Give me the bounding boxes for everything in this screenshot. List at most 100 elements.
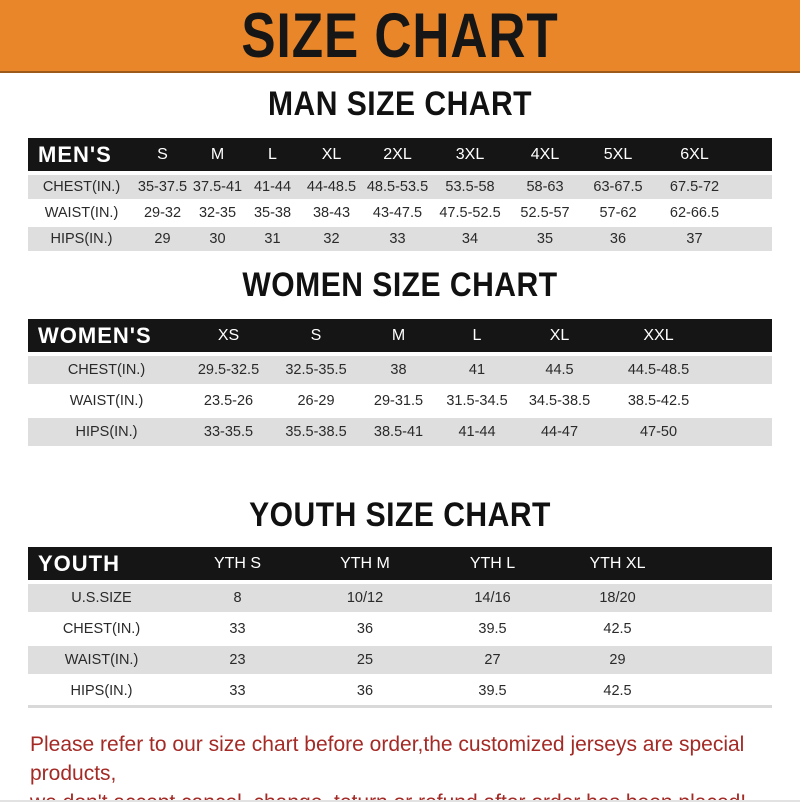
measurement-value: 37.5-41 xyxy=(190,175,245,201)
measurement-value: 52.5-57 xyxy=(508,201,582,227)
measurement-value: 43-47.5 xyxy=(363,201,432,227)
row-spacer xyxy=(735,175,772,201)
measurement-value: 47.5-52.5 xyxy=(432,201,508,227)
measurement-value: 67.5-72 xyxy=(654,175,735,201)
measurement-value: 29-31.5 xyxy=(360,387,437,418)
row-spacer xyxy=(680,615,772,646)
measurement-value: 57-62 xyxy=(582,201,654,227)
measurement-row: WAIST(IN.) 23 25 27 29 xyxy=(28,646,772,677)
row-label: HIPS(IN.) xyxy=(28,227,135,253)
measurement-value: 41 xyxy=(437,356,517,387)
measurement-value: 25 xyxy=(300,646,430,677)
measurement-value: 18/20 xyxy=(555,584,680,615)
table-group-label: WOMEN'S xyxy=(28,319,185,356)
measurement-row: HIPS(IN.) 29 30 31 32 33 34 35 36 37 xyxy=(28,227,772,253)
measurement-value: 34.5-38.5 xyxy=(517,387,602,418)
measurement-value: 41-44 xyxy=(245,175,300,201)
size-header-row: YOUTH YTH S YTH M YTH L YTH XL xyxy=(28,547,772,584)
men-size-table: MEN'S S M L XL 2XL 3XL 4XL 5XL 6XL CHEST(IN.) 35-37… xyxy=(28,138,772,253)
measurement-row: WAIST(IN.) 29-32 32-35 35-38 38-43 43-47.5 47.… xyxy=(28,201,772,227)
measurement-value: 36 xyxy=(300,677,430,708)
measurement-value: 30 xyxy=(190,227,245,253)
row-spacer xyxy=(680,646,772,677)
youth-section-heading: YOUTH SIZE CHART xyxy=(249,494,551,535)
measurement-value: 41-44 xyxy=(437,418,517,449)
page-title: SIZE CHART xyxy=(241,0,559,71)
measurement-value: 35-38 xyxy=(245,201,300,227)
size-column-header: XL xyxy=(300,138,363,175)
size-column-header: XS xyxy=(185,319,272,356)
size-column-header: L xyxy=(245,138,300,175)
size-column-header: YTH S xyxy=(175,547,300,584)
measurement-row: CHEST(IN.) 35-37.5 37.5-41 41-44 44-48.5 48.5… xyxy=(28,175,772,201)
measurement-value: 53.5-58 xyxy=(432,175,508,201)
youth-size-table: YOUTH YTH S YTH M YTH L YTH XL U.S.SIZE 8 10/12… xyxy=(28,547,772,708)
header-spacer xyxy=(735,138,772,175)
measurement-value: 32.5-35.5 xyxy=(272,356,360,387)
size-column-header: S xyxy=(272,319,360,356)
size-column-header: 3XL xyxy=(432,138,508,175)
size-column-header: M xyxy=(360,319,437,356)
disclaimer: Please refer to our size chart before or… xyxy=(0,730,800,800)
measurement-row: U.S.SIZE 8 10/12 14/16 18/20 xyxy=(28,584,772,615)
row-label: HIPS(IN.) xyxy=(28,418,185,449)
measurement-value: 38.5-41 xyxy=(360,418,437,449)
measurement-value: 23.5-26 xyxy=(185,387,272,418)
measurement-value: 33 xyxy=(363,227,432,253)
row-label: HIPS(IN.) xyxy=(28,677,175,708)
row-spacer xyxy=(715,387,772,418)
measurement-value: 26-29 xyxy=(272,387,360,418)
section-women: WOMEN SIZE CHART WOMEN'S XS S M L XL XXL CHEST(… xyxy=(0,265,800,449)
measurement-value: 8 xyxy=(175,584,300,615)
size-column-header: 6XL xyxy=(654,138,735,175)
measurement-value: 32 xyxy=(300,227,363,253)
row-label: WAIST(IN.) xyxy=(28,201,135,227)
measurement-value: 29-32 xyxy=(135,201,190,227)
size-column-header: 4XL xyxy=(508,138,582,175)
size-column-header: XXL xyxy=(602,319,715,356)
size-column-header: S xyxy=(135,138,190,175)
row-label: CHEST(IN.) xyxy=(28,615,175,646)
measurement-value: 44-48.5 xyxy=(300,175,363,201)
measurement-value: 42.5 xyxy=(555,615,680,646)
size-column-header: M xyxy=(190,138,245,175)
measurement-row: CHEST(IN.) 33 36 39.5 42.5 xyxy=(28,615,772,646)
measurement-value: 35.5-38.5 xyxy=(272,418,360,449)
measurement-row: HIPS(IN.) 33 36 39.5 42.5 xyxy=(28,677,772,708)
size-column-header: YTH M xyxy=(300,547,430,584)
header-spacer xyxy=(715,319,772,356)
row-label: U.S.SIZE xyxy=(28,584,175,615)
measurement-value: 38.5-42.5 xyxy=(602,387,715,418)
measurement-value: 48.5-53.5 xyxy=(363,175,432,201)
row-label: CHEST(IN.) xyxy=(28,356,185,387)
size-column-header: YTH L xyxy=(430,547,555,584)
measurement-value: 29 xyxy=(135,227,190,253)
measurement-value: 29 xyxy=(555,646,680,677)
measurement-value: 58-63 xyxy=(508,175,582,201)
measurement-value: 44-47 xyxy=(517,418,602,449)
size-column-header: XL xyxy=(517,319,602,356)
measurement-value: 38-43 xyxy=(300,201,363,227)
row-spacer xyxy=(680,677,772,708)
measurement-value: 33-35.5 xyxy=(185,418,272,449)
measurement-row: WAIST(IN.) 23.5-26 26-29 29-31.5 31.5-34.5 34… xyxy=(28,387,772,418)
measurement-value: 14/16 xyxy=(430,584,555,615)
row-spacer xyxy=(735,227,772,253)
measurement-value: 31.5-34.5 xyxy=(437,387,517,418)
measurement-value: 35-37.5 xyxy=(135,175,190,201)
measurement-row: CHEST(IN.) 29.5-32.5 32.5-35.5 38 41 44.5 44.5… xyxy=(28,356,772,387)
measurement-value: 42.5 xyxy=(555,677,680,708)
table-group-label: YOUTH xyxy=(28,547,175,584)
measurement-value: 32-35 xyxy=(190,201,245,227)
table-group-label: MEN'S xyxy=(28,138,135,175)
size-header-row: WOMEN'S XS S M L XL XXL xyxy=(28,319,772,356)
row-spacer xyxy=(680,584,772,615)
measurement-value: 63-67.5 xyxy=(582,175,654,201)
disclaimer-line-1: Please refer to our size chart before or… xyxy=(30,733,745,785)
size-header-row: MEN'S S M L XL 2XL 3XL 4XL 5XL 6XL xyxy=(28,138,772,175)
measurement-value: 37 xyxy=(654,227,735,253)
measurement-value: 35 xyxy=(508,227,582,253)
measurement-value: 39.5 xyxy=(430,615,555,646)
row-label: CHEST(IN.) xyxy=(28,175,135,201)
